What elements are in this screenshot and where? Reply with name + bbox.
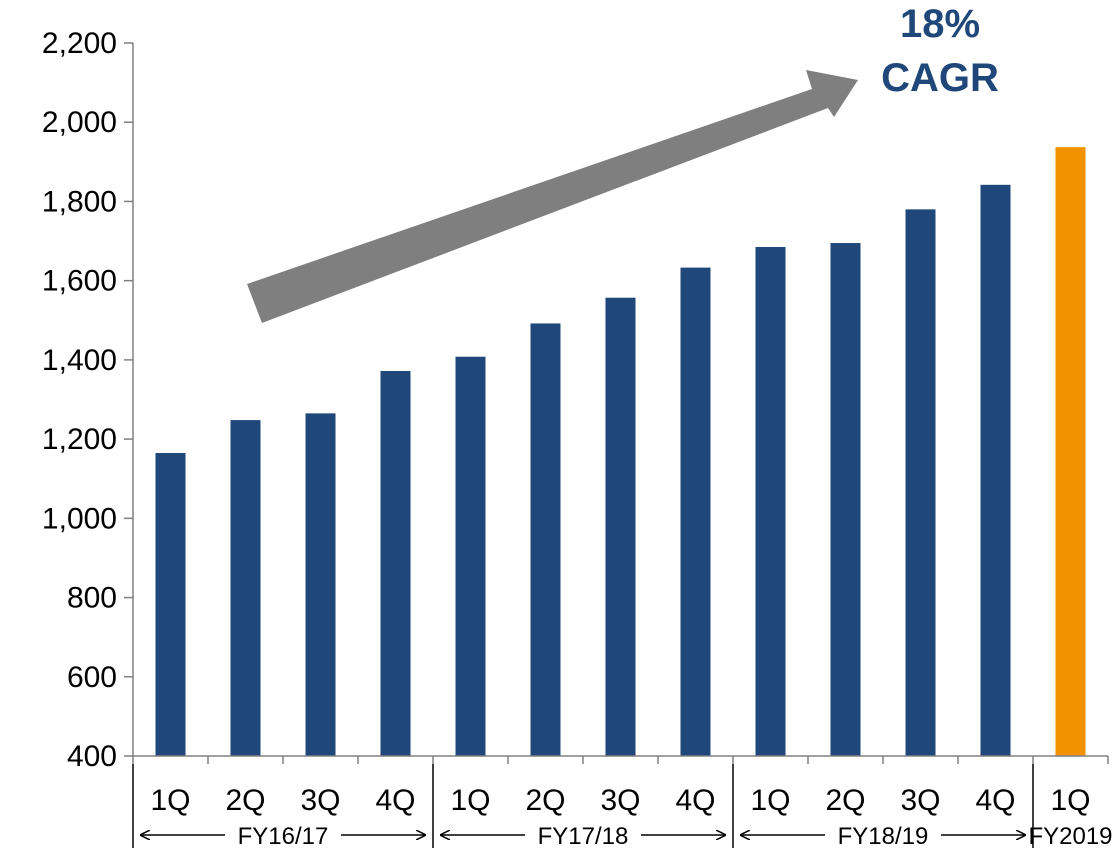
x-category-label: 1Q (150, 784, 190, 817)
bar (530, 323, 561, 756)
group-label: FY17/18 (538, 823, 629, 850)
bar (830, 243, 861, 756)
bar (680, 267, 711, 756)
x-category-label: 1Q (450, 784, 490, 817)
bar (980, 184, 1011, 756)
bar (605, 297, 636, 756)
group-label: FY18/19 (838, 823, 929, 850)
x-category-label: 2Q (525, 784, 565, 817)
trend-arrow (247, 70, 858, 323)
bar (455, 356, 486, 756)
bars (155, 147, 1086, 756)
cagr-label: CAGR (881, 56, 999, 100)
x-category-label: 2Q (225, 784, 265, 817)
y-tick-label: 2,000 (42, 106, 117, 139)
y-tick-label: 1,600 (42, 265, 117, 298)
bar (1055, 147, 1086, 756)
cagr-annotation: 18% CAGR (881, 2, 999, 100)
bar (380, 370, 411, 756)
y-tick-label: 400 (67, 740, 117, 773)
y-tick-label: 1,000 (42, 502, 117, 535)
bar (230, 420, 261, 756)
y-axis: 400 600 800 1,000 1,200 1,400 1,600 1,800 2,000 2… (42, 27, 134, 773)
bar (755, 246, 786, 756)
x-category-label: 1Q (1050, 784, 1090, 817)
x-category-label: 4Q (675, 784, 715, 817)
category-groups: FY16/17 FY17/18 FY18/19 FY2019 (132, 764, 1113, 850)
x-category-label: 3Q (900, 784, 940, 817)
cagr-value-label: 18% (900, 2, 980, 46)
x-category-label: 3Q (600, 784, 640, 817)
group-label: FY2019 (1028, 823, 1112, 850)
x-category-label: 1Q (750, 784, 790, 817)
y-tick-label: 1,400 (42, 344, 117, 377)
x-category-label: 2Q (825, 784, 865, 817)
x-category-label: 4Q (975, 784, 1015, 817)
bar (305, 413, 336, 756)
y-tick-label: 600 (67, 661, 117, 694)
x-category-label: 4Q (375, 784, 415, 817)
y-tick-label: 1,200 (42, 423, 117, 456)
group-label: FY16/17 (238, 823, 329, 850)
bar (905, 209, 936, 756)
x-axis: 1Q 2Q 3Q 4Q 1Q 2Q 3Q 4Q 1Q 2Q 3Q 4Q 1Q (132, 755, 1109, 817)
bar (155, 452, 186, 756)
y-tick-label: 800 (67, 582, 117, 615)
y-tick-label: 1,800 (42, 185, 117, 218)
trend-arrow-shape (247, 70, 858, 323)
y-tick-label: 2,200 (42, 27, 117, 60)
x-category-label: 3Q (300, 784, 340, 817)
